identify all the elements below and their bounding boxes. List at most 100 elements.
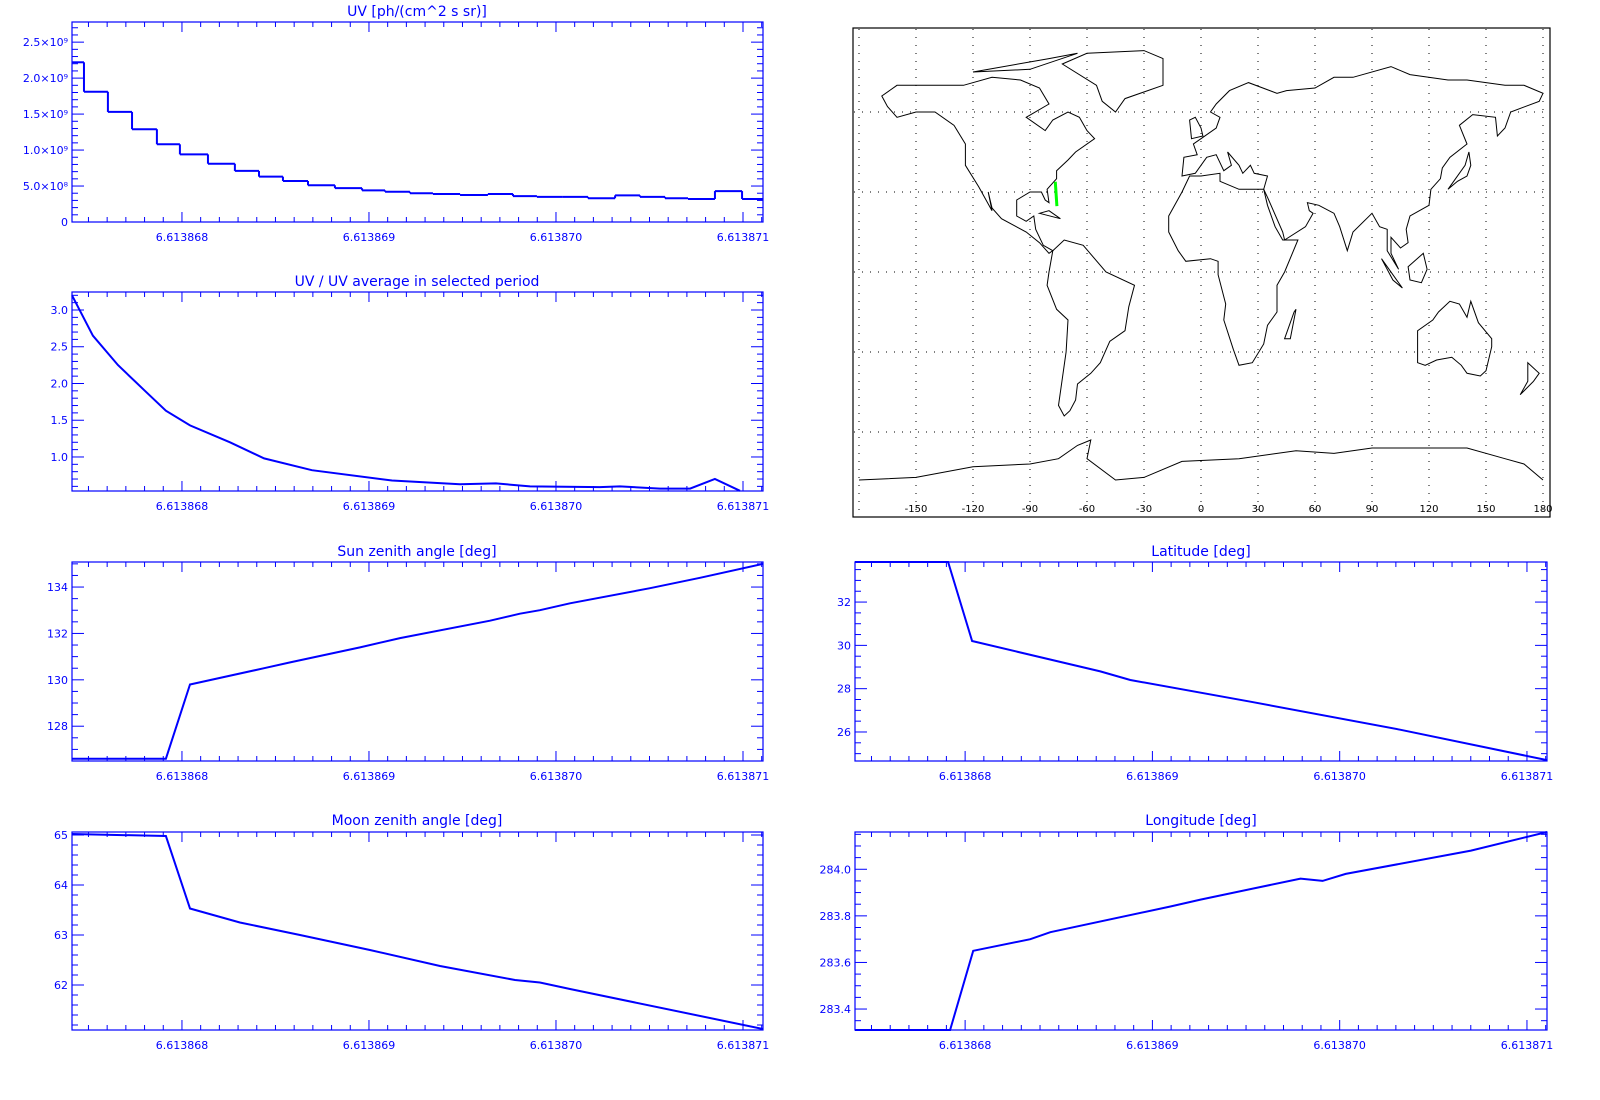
longitude-tick-label: 60 [1309,504,1322,515]
x-tick-label: 6.613870 [1313,1039,1366,1052]
longitude-tick-label: -150 [905,504,928,515]
coastline-madagascar [1283,309,1297,340]
x-tick-label: 6.613869 [343,500,396,513]
y-tick-label: 2.5×10⁹ [23,36,68,49]
y-tick-label: 1.0×10⁹ [23,144,68,157]
y-tick-label: 2.0×10⁹ [23,72,68,85]
coastline-antarctica [858,439,1544,481]
longitude-tick-label: 90 [1366,504,1379,515]
x-tick-label: 6.613868 [156,231,209,244]
x-tick-label: 6.613870 [530,500,583,513]
y-tick-label: 28 [837,683,851,696]
longitude-chart: Longitude [deg] 6.613868 6.613869 6.613870… [820,813,1554,1052]
y-tick-label: 65 [54,829,68,842]
y-tick-label: 128 [47,720,68,733]
latitude-chart-title: Latitude [deg] [1151,544,1250,560]
longitude-chart-title: Longitude [deg] [1145,813,1256,829]
y-tick-label: 283.4 [820,1003,852,1016]
plot-frame [854,831,1548,1031]
longitude-tick-label: 180 [1533,504,1552,515]
longitude-tick-label: -60 [1079,504,1095,515]
data-line [71,294,741,492]
y-tick-label: 26 [837,726,851,739]
x-tick-label: 6.613870 [530,231,583,244]
uv-ratio-chart-title: UV / UV average in selected period [295,274,540,290]
uv-ratio-chart: UV / UV average in selected period 6.613… [51,274,770,513]
x-tick-label: 6.613870 [530,1039,583,1052]
longitude-tick-label: 120 [1419,504,1438,515]
data-line [855,561,1548,762]
plot-frame [71,831,764,1031]
y-tick-label: 130 [47,674,68,687]
uv-chart: UV [ph/(cm^2 s sr)] 6.613868 6.613869 6.61… [23,4,769,244]
moon-zenith-chart: Moon zenith angle [deg] 6.613868 6.613869… [54,813,769,1052]
y-tick-label: 132 [47,627,68,640]
latitude-chart: Latitude [deg] 6.613868 6.613869 6.613870 6… [837,544,1553,783]
longitude-tick-label: -30 [1136,504,1152,515]
x-tick-label: 6.613869 [1126,1039,1179,1052]
coastline-new-zealand [1519,361,1540,396]
data-line [71,833,764,1030]
coastline-great-britain [1189,116,1204,140]
x-tick-label: 6.613870 [530,770,583,783]
coastline-japan [1447,151,1472,190]
coastline-north-america [881,76,1096,254]
x-tick-label: 6.613868 [156,770,209,783]
y-tick-label: 64 [54,879,68,892]
coastline-cuba [1037,210,1061,220]
y-tick-label: 2.5 [51,341,69,354]
x-tick-label: 6.613869 [1126,770,1179,783]
y-tick-label: 63 [54,929,68,942]
x-tick-label: 6.613870 [1313,770,1366,783]
plot-frame [854,561,1548,762]
plot-frame [71,21,764,223]
coastline-australia [1417,299,1493,377]
x-tick-label: 6.613868 [939,770,992,783]
y-tick-label: 1.5×10⁹ [23,108,68,121]
world-map: -150 -120 -90 -60 -30 0 30 60 90 120 150 180 [852,27,1553,518]
y-tick-label: 62 [54,979,68,992]
y-tick-label: 32 [837,596,851,609]
y-tick-label: 5.0×10⁸ [23,180,69,193]
y-tick-label: 283.6 [820,956,852,969]
x-tick-label: 6.613868 [156,1039,209,1052]
coastline-borneo [1407,252,1428,284]
plot-frame [71,561,764,762]
map-frame [852,27,1551,518]
longitude-tick-label: 30 [1252,504,1265,515]
x-tick-label: 6.613871 [1501,770,1554,783]
sun-zenith-chart: Sun zenith angle [deg] 6.613868 6.613869 6… [47,544,769,783]
x-tick-label: 6.613871 [717,770,770,783]
y-tick-label: 134 [47,581,68,594]
satellite-track [1053,181,1059,207]
coastline-sumatra [1381,258,1403,289]
y-tick-label: 1.5 [51,414,69,427]
longitude-tick-label: 150 [1476,504,1495,515]
y-tick-label: 284.0 [820,863,852,876]
coastline-africa [1168,172,1299,366]
x-tick-label: 6.613868 [156,500,209,513]
x-tick-label: 6.613871 [717,1039,770,1052]
coastline-eurasia [1181,66,1544,270]
plot-frame [71,291,764,492]
longitude-tick-label: 0 [1198,504,1204,515]
coastline-arctic-islands [972,52,1078,73]
coastline-greenland [1061,50,1164,113]
moon-zenith-chart-title: Moon zenith angle [deg] [332,813,503,829]
longitude-tick-label: -90 [1022,504,1038,515]
longitude-tick-label: -120 [962,504,985,515]
y-tick-label: 2.0 [51,377,69,390]
y-tick-label: 30 [837,639,851,652]
x-tick-label: 6.613871 [717,231,770,244]
y-tick-label: 3.0 [51,304,69,317]
x-tick-label: 6.613869 [343,770,396,783]
x-tick-label: 6.613869 [343,1039,396,1052]
x-tick-label: 6.613871 [1501,1039,1554,1052]
x-tick-label: 6.613869 [343,231,396,244]
y-tick-label: 1.0 [51,451,69,464]
data-line [72,562,764,760]
x-tick-label: 6.613868 [939,1039,992,1052]
uv-chart-title: UV [ph/(cm^2 s sr)] [347,4,487,20]
y-tick-label: 0 [61,216,68,229]
